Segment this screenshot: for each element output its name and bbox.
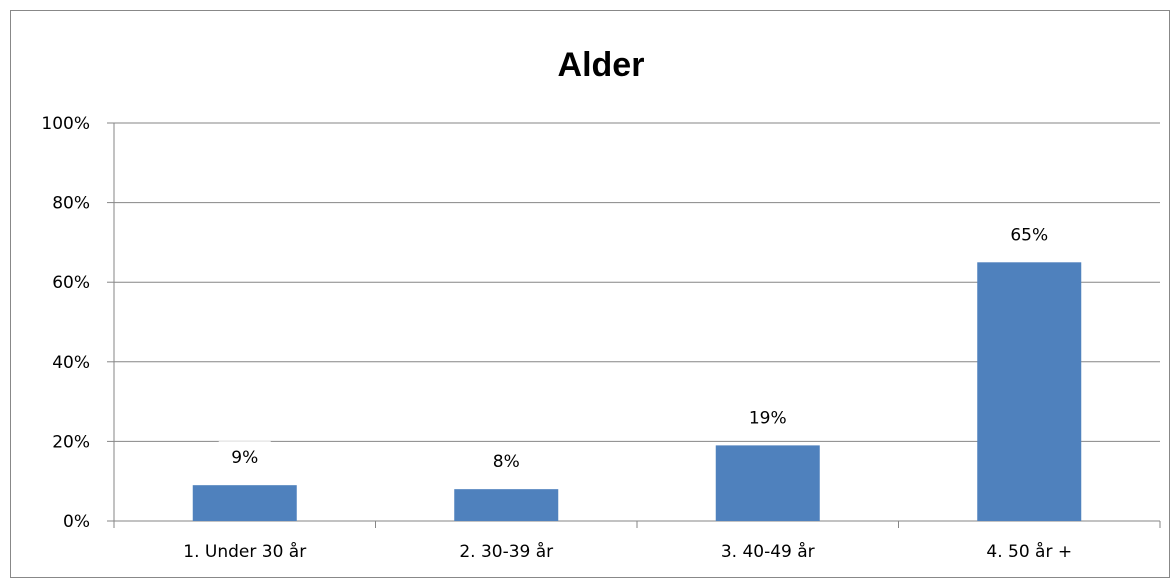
data-label: 9% — [231, 448, 258, 468]
y-axis-ticks: 0% 20% 40% 60% 80% 100% — [41, 114, 90, 532]
bar — [977, 262, 1082, 521]
x-tick-label: 4. 50 år + — [986, 541, 1072, 562]
data-label-bg — [1003, 218, 1056, 249]
y-tick-label: 60% — [52, 273, 90, 293]
y-tick-label: 40% — [52, 353, 90, 373]
bars — [192, 262, 1082, 521]
chart-title: Alder — [558, 46, 645, 84]
bar — [192, 485, 297, 521]
data-label: 65% — [1010, 225, 1048, 245]
x-tick-label: 1. Under 30 år — [183, 541, 306, 562]
chart-frame — [10, 10, 1170, 578]
data-label-bg — [218, 441, 271, 472]
y-tick-label: 100% — [41, 114, 90, 134]
data-label: 19% — [749, 408, 787, 428]
y-tick-label: 80% — [52, 194, 90, 214]
data-label: 8% — [493, 452, 520, 472]
y-tick-label: 20% — [52, 432, 90, 452]
x-tick-label: 3. 40-49 år — [721, 541, 815, 562]
y-tick-label: 0% — [63, 512, 90, 532]
bar — [715, 445, 820, 521]
x-tick-label: 2. 30-39 år — [459, 541, 553, 562]
data-label-bg — [480, 445, 533, 476]
x-axis-ticks: 1. Under 30 år 2. 30-39 år 3. 40-49 år 4. 5… — [183, 541, 1072, 562]
bar — [454, 489, 559, 521]
data-labels: 9% 8% 19% 65% — [218, 218, 1056, 476]
data-label-bg — [741, 401, 794, 432]
